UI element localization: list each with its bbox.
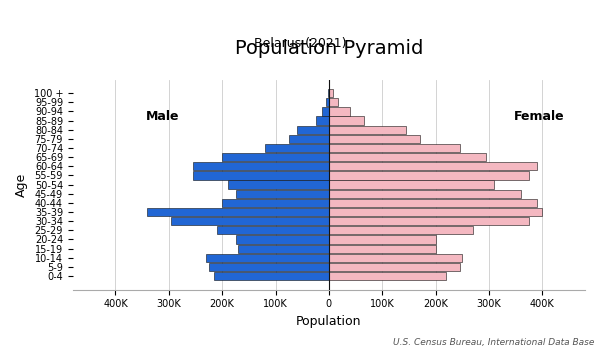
Bar xyxy=(329,199,537,207)
Bar xyxy=(329,190,521,198)
Bar xyxy=(329,263,460,271)
Bar xyxy=(206,254,329,262)
Bar xyxy=(329,235,436,244)
Bar xyxy=(329,272,446,280)
Bar xyxy=(265,144,329,152)
Bar xyxy=(326,98,329,106)
Bar xyxy=(329,226,473,234)
Bar xyxy=(236,235,329,244)
Y-axis label: Age: Age xyxy=(15,173,28,197)
Bar xyxy=(148,208,329,216)
Bar xyxy=(209,263,329,271)
Bar xyxy=(329,126,406,134)
Bar xyxy=(172,217,329,225)
Bar xyxy=(329,89,333,97)
Bar xyxy=(214,272,329,280)
Bar xyxy=(329,117,364,125)
Text: Female: Female xyxy=(514,110,564,122)
Bar xyxy=(322,107,329,116)
Bar xyxy=(297,126,329,134)
Title: Population Pyramid: Population Pyramid xyxy=(235,40,423,58)
Bar xyxy=(329,107,350,116)
Text: Male: Male xyxy=(146,110,179,122)
Bar xyxy=(329,153,486,161)
Bar xyxy=(329,144,460,152)
Bar xyxy=(316,117,329,125)
Bar xyxy=(329,135,419,143)
Bar xyxy=(289,135,329,143)
Bar xyxy=(222,153,329,161)
Bar xyxy=(328,89,329,97)
Bar xyxy=(329,245,436,253)
Bar xyxy=(329,162,537,170)
Bar xyxy=(236,190,329,198)
Bar xyxy=(329,217,529,225)
Bar xyxy=(329,208,542,216)
Bar xyxy=(329,254,462,262)
Bar xyxy=(329,172,529,180)
Bar xyxy=(329,98,338,106)
Text: U.S. Census Bureau, International Data Base: U.S. Census Bureau, International Data B… xyxy=(392,337,594,346)
Bar xyxy=(193,162,329,170)
Text: Belarus (2021): Belarus (2021) xyxy=(254,37,346,50)
Bar xyxy=(217,226,329,234)
Bar xyxy=(329,181,494,189)
Bar xyxy=(227,181,329,189)
X-axis label: Population: Population xyxy=(296,315,362,328)
Bar xyxy=(193,172,329,180)
Bar xyxy=(238,245,329,253)
Bar xyxy=(222,199,329,207)
